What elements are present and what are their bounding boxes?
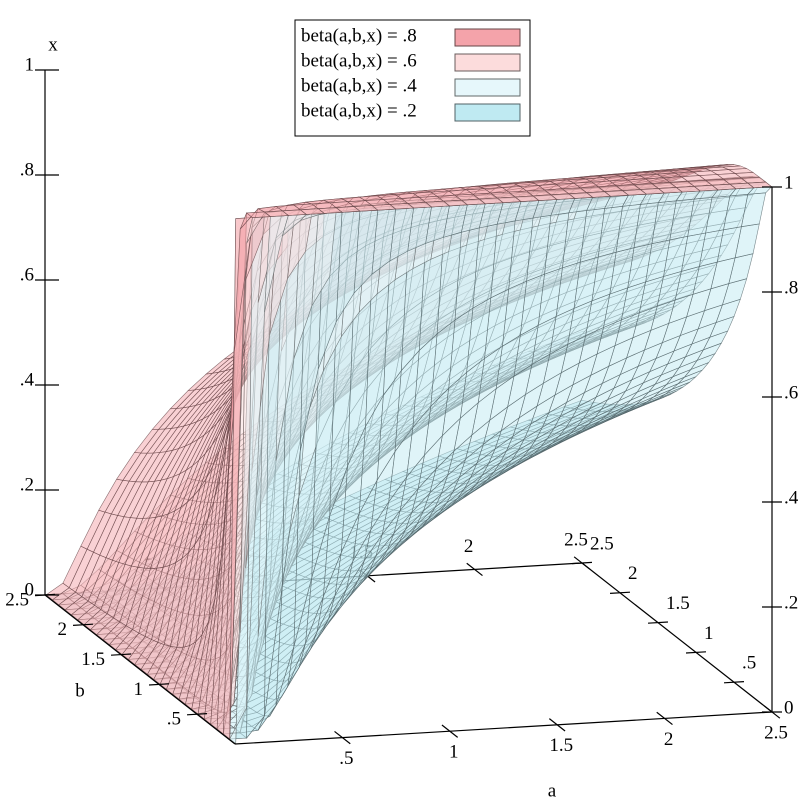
front-axes: .5 1 1.5 2 2.5.511.522.500.2.2.4.4.6.6.8.811	[5, 54, 799, 769]
legend-label: beta(a,b,x) = .4	[301, 75, 417, 96]
z-tick-label: .8	[20, 159, 34, 180]
tick-mark	[609, 591, 631, 594]
axis-line	[234, 711, 773, 745]
tick-mark	[466, 562, 483, 577]
y-tick-label: 1.5	[666, 593, 690, 614]
y-tick-label: 1	[704, 623, 714, 644]
y-tick-label: .5	[167, 709, 181, 730]
x-tick-label: 2.5	[764, 722, 788, 743]
tick-mark	[723, 681, 745, 684]
z-tick-label: .2	[20, 474, 34, 495]
legend-swatch	[454, 78, 521, 97]
legend-swatch	[454, 28, 521, 47]
surfaces	[45, 164, 773, 745]
z-tick-label: .6	[20, 264, 34, 285]
legend-label: beta(a,b,x) = .6	[301, 50, 417, 71]
legend-swatch	[454, 103, 521, 122]
z-tick-label: 1	[25, 54, 35, 75]
tick-mark	[685, 651, 707, 654]
tick-mark	[441, 724, 459, 738]
axis-line	[44, 594, 236, 745]
y-tick-label: .5	[742, 653, 756, 674]
y-tick-label: 1	[134, 679, 144, 700]
tick-mark	[647, 621, 669, 624]
legend-label: beta(a,b,x) = .8	[301, 25, 417, 46]
x-tick-label: 2	[664, 729, 674, 750]
z-tick-label: 1	[784, 172, 794, 193]
x-tick-label: 2	[464, 536, 474, 557]
x-tick-label: 2.5	[564, 529, 588, 550]
z-tick-label: 0	[25, 579, 35, 600]
z-tick-label: .8	[784, 277, 798, 298]
tick-mark	[110, 653, 132, 656]
legend-label: beta(a,b,x) = .2	[301, 100, 417, 121]
tick-mark	[548, 718, 566, 732]
x-tick-label: .5	[339, 748, 353, 769]
z-tick-label: .4	[784, 487, 799, 508]
tick-mark	[72, 623, 94, 626]
legend: beta(a,b,x) = .8 beta(a,b,x) = .6 beta(a,b…	[294, 19, 531, 137]
z-tick-label: .4	[20, 369, 35, 390]
y-tick-label: 2.5	[590, 533, 614, 554]
y-tick-label: 2.5	[5, 589, 29, 610]
tick-mark	[571, 561, 593, 565]
y-tick-label: 2	[58, 619, 68, 640]
tick-mark	[186, 713, 208, 716]
z-tick-label: 0	[784, 697, 794, 718]
tick-mark	[656, 711, 673, 726]
y-tick-label: 2	[628, 563, 638, 584]
tick-mark	[148, 683, 170, 686]
x-tick-label: 1	[449, 742, 459, 763]
z-tick-label: .6	[784, 382, 798, 403]
x-axis-label: a	[548, 780, 557, 801]
tick-mark	[334, 730, 351, 745]
z-tick-label: .2	[784, 592, 798, 613]
y-tick-label: 1.5	[81, 649, 105, 670]
x-tick-label: 1.5	[549, 735, 573, 756]
z-axis-label: x	[48, 34, 58, 55]
axis-line	[581, 562, 773, 713]
legend-swatch	[454, 53, 521, 72]
y-axis-label: b	[75, 680, 85, 701]
surface-patch	[245, 211, 272, 218]
